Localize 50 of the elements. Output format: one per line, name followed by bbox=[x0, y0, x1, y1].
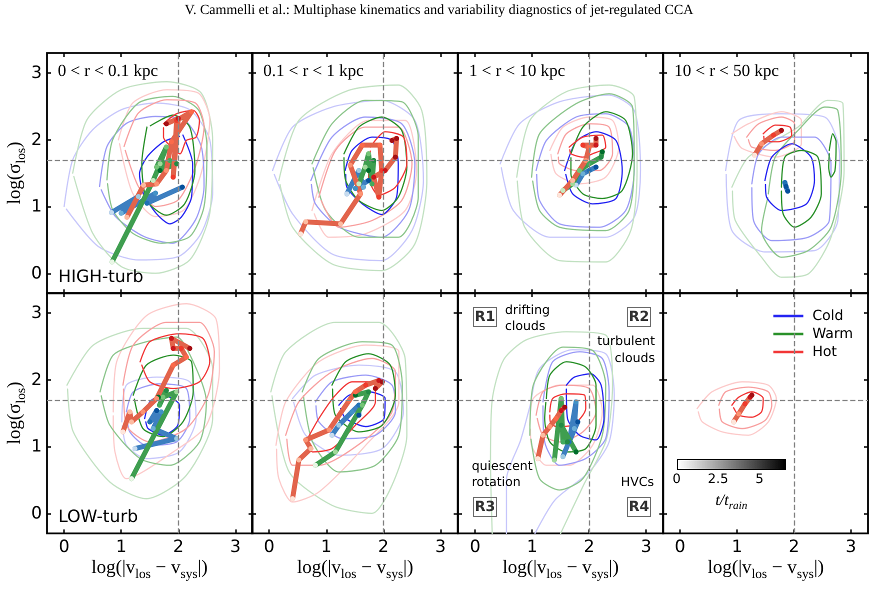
x-tick-label: 3 bbox=[640, 536, 652, 557]
annotation: 5 bbox=[755, 472, 764, 488]
x-tick-label: 2 bbox=[584, 536, 595, 557]
text: V. Cammelli et al.: Multiphase kinematics and variability diagnostics of jet-regulated CCA bbox=[184, 3, 694, 19]
x-tick-label: 1 bbox=[116, 536, 126, 557]
color-bar-title: t/t$_{rain}$ bbox=[715, 492, 748, 512]
y-tick-label: 1 bbox=[30, 436, 42, 456]
x-tick-label: 1 bbox=[732, 536, 743, 557]
y-tick-label: 3 bbox=[30, 302, 42, 323]
text: 1 < r < 10 kpc bbox=[469, 60, 566, 81]
x-axis-title: log(|v$_{los}$ − v$_{sys}$|) bbox=[708, 557, 824, 582]
text: 0 < r < 0.1 kpc bbox=[58, 60, 158, 81]
annotation: R1 bbox=[472, 306, 498, 327]
annotation: drifting clouds bbox=[505, 302, 551, 335]
x-axis-title: log(|v$_{los}$ − v$_{sys}$|) bbox=[296, 557, 414, 582]
y-tick-label: 1 bbox=[30, 196, 42, 216]
text: 10 < r < 50 kpc bbox=[674, 60, 779, 81]
x-tick-label: 0 bbox=[58, 536, 70, 557]
x-tick-label: 0 bbox=[470, 536, 481, 557]
annotation: R4 bbox=[626, 496, 652, 517]
x-tick-label: 3 bbox=[230, 536, 241, 557]
x-tick-label: 0 bbox=[264, 536, 275, 557]
x-tick-label: 3 bbox=[435, 536, 446, 557]
x-tick-label: 2 bbox=[172, 536, 184, 557]
annotation: LOW-turb bbox=[58, 507, 138, 528]
annotation: R2 bbox=[626, 306, 652, 327]
annotation: turbulent clouds bbox=[596, 333, 655, 366]
x-tick-label: 2 bbox=[788, 536, 800, 557]
annotation: HIGH-turb bbox=[58, 266, 144, 287]
annotation: quiescent rotation bbox=[472, 458, 534, 491]
y-tick-label: 0 bbox=[30, 503, 42, 524]
annotation: R3 bbox=[472, 496, 498, 517]
text: 0.1 < r < 1 kpc bbox=[263, 60, 364, 81]
legend-label: Warm bbox=[812, 326, 854, 342]
x-tick-label: 3 bbox=[846, 536, 857, 557]
annotation: HVCs bbox=[620, 474, 654, 491]
x-tick-label: 0 bbox=[674, 536, 686, 557]
y-tick-label: 3 bbox=[30, 62, 42, 83]
x-axis-title: log(|v$_{los}$ − v$_{sys}$|) bbox=[91, 557, 208, 582]
x-tick-label: 1 bbox=[526, 536, 538, 557]
x-tick-label: 1 bbox=[321, 536, 332, 557]
annotation: 2.5 bbox=[708, 472, 728, 488]
x-tick-label: 2 bbox=[378, 536, 390, 557]
legend-label: Cold bbox=[812, 308, 844, 324]
y-tick-label: 2 bbox=[30, 370, 42, 390]
annotation: 0 bbox=[672, 472, 681, 488]
x-axis-title: log(|v$_{los}$ − v$_{sys}$|) bbox=[502, 557, 619, 582]
y-tick-label: 2 bbox=[30, 129, 42, 150]
y-tick-label: 0 bbox=[30, 262, 42, 283]
legend-label: Hot bbox=[812, 344, 838, 360]
